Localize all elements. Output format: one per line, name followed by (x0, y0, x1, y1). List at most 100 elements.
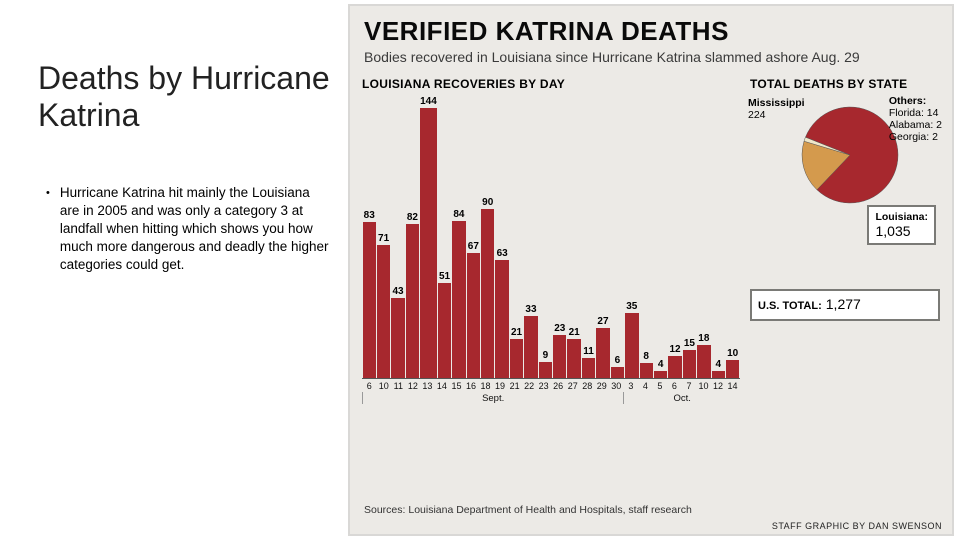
bar-rect (524, 316, 537, 378)
x-tick: 18 (478, 379, 493, 391)
bar-rect (510, 339, 523, 378)
credit-line: STAFF GRAPHIC BY DAN SWENSON (772, 521, 942, 531)
pie-label-name: Mississippi (748, 97, 805, 109)
x-tick-row: 6101112131415161819212223262728293034567… (362, 379, 740, 391)
bar: 71 (377, 233, 390, 378)
x-tick: 3 (624, 379, 639, 391)
bar-rect (438, 283, 451, 379)
bar-value-label: 90 (482, 197, 493, 208)
x-tick: 21 (507, 379, 522, 391)
bar-rect (683, 350, 696, 378)
bar-chart: LOUISIANA RECOVERIES BY DAY 837143821445… (362, 77, 740, 409)
bar: 43 (391, 286, 404, 379)
infographic-header: VERIFIED KATRINA DEATHS Bodies recovered… (350, 6, 952, 73)
pie-title: TOTAL DEATHS BY STATE (750, 77, 940, 91)
bar: 9 (539, 350, 552, 379)
slide-root: Deaths by Hurricane Katrina • Hurricane … (0, 0, 960, 540)
x-tick: 6 (362, 379, 377, 391)
x-month-label: Oct. (623, 392, 740, 404)
x-tick: 22 (522, 379, 537, 391)
infographic-panel: VERIFIED KATRINA DEATHS Bodies recovered… (348, 4, 954, 536)
bar: 63 (495, 248, 508, 378)
x-tick: 26 (551, 379, 566, 391)
slide-title: Deaths by Hurricane Katrina (38, 60, 330, 134)
bar: 33 (524, 304, 537, 378)
callout-value: 1,035 (875, 223, 910, 239)
x-tick: 12 (711, 379, 726, 391)
pie-label-value: 224 (748, 109, 766, 121)
louisiana-callout: Louisiana: 1,035 (867, 205, 936, 245)
bar: 144 (420, 96, 437, 379)
bar: 18 (697, 333, 710, 379)
bar-value-label: 23 (554, 323, 565, 334)
bar-rect (363, 222, 376, 378)
bar-value-label: 8 (643, 351, 649, 362)
bar: 4 (654, 359, 667, 379)
bar-value-label: 51 (439, 271, 450, 282)
bar: 4 (712, 359, 725, 379)
x-tick: 19 (493, 379, 508, 391)
bullet-text: Hurricane Katrina hit mainly the Louisia… (60, 184, 330, 275)
bar-value-label: 82 (407, 212, 418, 223)
bar-value-label: 67 (468, 241, 479, 252)
bar-value-label: 84 (453, 209, 464, 220)
bar-value-label: 4 (715, 359, 721, 370)
bar-rect (567, 339, 580, 378)
bar-value-label: 4 (658, 359, 664, 370)
bar-value-label: 18 (698, 333, 709, 344)
x-tick: 30 (609, 379, 624, 391)
pie-label-others: Others: Florida: 14 Alabama: 2 Georgia: … (889, 95, 942, 143)
pie-column: TOTAL DEATHS BY STATE Mississippi 224 Ot… (750, 77, 940, 409)
bar-value-label: 33 (525, 304, 536, 315)
bar: 23 (553, 323, 566, 378)
x-month-row: Sept.Oct. (362, 392, 740, 404)
bar: 12 (668, 344, 681, 379)
x-tick: 11 (391, 379, 406, 391)
pie-label-detail: Florida: 14 Alabama: 2 Georgia: 2 (889, 107, 942, 143)
x-tick: 4 (638, 379, 653, 391)
x-tick: 10 (377, 379, 392, 391)
x-tick: 10 (696, 379, 711, 391)
bar-value-label: 63 (497, 248, 508, 259)
bar: 21 (510, 327, 523, 378)
infographic-title: VERIFIED KATRINA DEATHS (364, 16, 938, 47)
x-tick: 5 (653, 379, 668, 391)
x-tick: 14 (725, 379, 740, 391)
x-tick: 13 (420, 379, 435, 391)
bar-plot-area: 8371438214451846790632133923211127635841… (362, 97, 740, 409)
bar-rect (406, 224, 419, 378)
x-tick: 15 (449, 379, 464, 391)
bar-rect (420, 108, 437, 379)
bar-rect (452, 221, 465, 379)
x-tick: 6 (667, 379, 682, 391)
bar-rect (377, 245, 390, 378)
bar-value-label: 83 (364, 210, 375, 221)
bar-value-label: 35 (626, 301, 637, 312)
bar-value-label: 6 (615, 355, 621, 366)
bar-chart-title: LOUISIANA RECOVERIES BY DAY (362, 77, 740, 91)
bar: 21 (567, 327, 580, 378)
x-month-label: Sept. (362, 392, 623, 404)
x-tick: 14 (435, 379, 450, 391)
bar-rect (391, 298, 404, 379)
bar-rect (668, 356, 681, 379)
bar-value-label: 43 (392, 286, 403, 297)
bar-rect (495, 260, 508, 378)
pie-label-mississippi: Mississippi 224 (748, 97, 805, 121)
infographic-body: LOUISIANA RECOVERIES BY DAY 837143821445… (350, 73, 952, 409)
bar-value-label: 71 (378, 233, 389, 244)
bar-rect (539, 362, 552, 379)
us-total-value: 1,277 (826, 296, 861, 312)
text-column: Deaths by Hurricane Katrina • Hurricane … (0, 0, 348, 540)
bars-container: 8371438214451846790632133923211127635841… (362, 97, 740, 379)
us-total-box: U.S. TOTAL:1,277 (750, 289, 940, 321)
x-tick: 16 (464, 379, 479, 391)
bar-rect (481, 209, 494, 378)
x-tick: 7 (682, 379, 697, 391)
x-tick: 27 (565, 379, 580, 391)
callout-label: Louisiana: (875, 211, 928, 223)
bar-rect (553, 335, 566, 378)
bar: 84 (452, 209, 465, 379)
bar: 51 (438, 271, 451, 379)
bar-rect (726, 360, 739, 379)
